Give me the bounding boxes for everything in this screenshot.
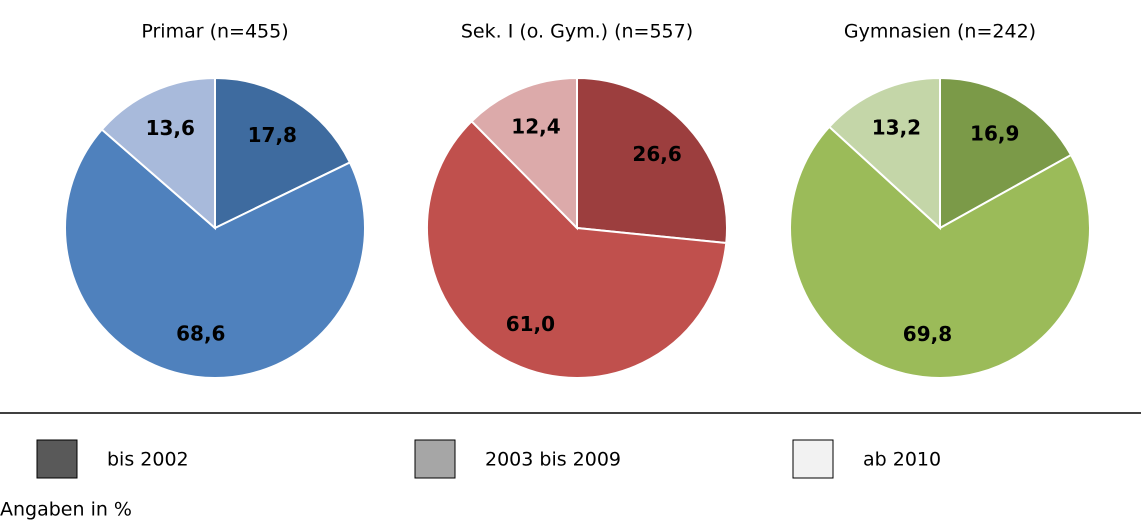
legend-swatch	[792, 439, 834, 479]
pie-title: Gymnasien (n=242)	[844, 21, 1036, 43]
pie-slice	[64, 128, 366, 379]
data-label: 13,6	[146, 116, 195, 140]
pie-slice	[214, 76, 352, 230]
pie-slice	[827, 76, 941, 231]
legend-label: bis 2002	[107, 449, 189, 471]
legend-swatch	[36, 439, 78, 479]
data-label: 68,6	[176, 322, 225, 346]
legend-label: 2003 bis 2009	[485, 449, 621, 471]
data-label: 16,9	[970, 121, 1019, 145]
pie-title: Primar (n=455)	[141, 21, 288, 43]
pie-slice	[789, 125, 1091, 379]
pie-slice	[100, 76, 216, 231]
pie-title: Sek. I (o. Gym.) (n=557)	[461, 21, 693, 43]
pie-slice	[426, 119, 728, 379]
pie-slice	[939, 76, 1073, 230]
pie-slice	[470, 76, 578, 231]
data-label: 12,4	[511, 115, 560, 139]
data-label: 13,2	[872, 116, 921, 140]
legend-swatch	[414, 439, 456, 479]
data-label: 61,0	[506, 312, 555, 336]
data-label: 69,8	[903, 322, 952, 346]
data-label: 26,6	[632, 142, 681, 166]
pie-slice	[576, 76, 728, 245]
legend-label: ab 2010	[863, 449, 941, 471]
data-label: 17,8	[248, 123, 297, 147]
note: Angaben in %	[0, 499, 132, 521]
